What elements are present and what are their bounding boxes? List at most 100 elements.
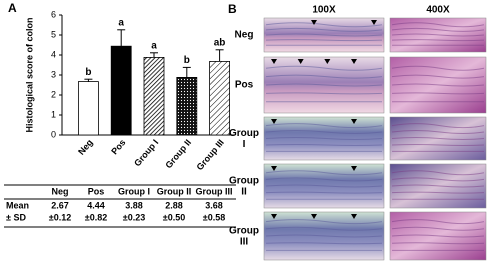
- panel-a: A Histological score of colon 0 1 2 3 4 5 6 Neg…: [8, 1, 235, 172]
- tissue-texture: [265, 143, 383, 146]
- tissue-texture: [265, 65, 383, 71]
- row-label: Group III: [229, 225, 259, 247]
- tissue-texture: [391, 177, 485, 182]
- row-label: Group II: [229, 175, 259, 197]
- y-axis-label: Histological score of colon: [24, 17, 34, 132]
- tissue-texture: [391, 184, 485, 188]
- significance-label: a: [151, 40, 157, 51]
- tissue-texture: [391, 234, 485, 238]
- tissue-texture: [265, 92, 383, 95]
- arrowhead: [324, 59, 331, 64]
- column-header: 100X: [312, 5, 336, 16]
- significance-label: b: [184, 55, 190, 66]
- tissue-texture: [265, 191, 383, 194]
- bar: [209, 61, 231, 136]
- tissue-texture: [391, 92, 485, 95]
- arrowhead: [271, 166, 277, 171]
- arrowhead: [371, 20, 377, 25]
- significance-label: a: [118, 17, 124, 28]
- tissue-texture: [265, 22, 383, 28]
- panel-label: B: [228, 2, 237, 16]
- arrowhead: [311, 20, 317, 25]
- tissue-texture: [265, 184, 383, 188]
- tissue-texture: [391, 130, 485, 135]
- table-cell: 3.88: [125, 200, 143, 210]
- tissue-texture: [265, 137, 383, 140]
- row-label-line: Group: [229, 128, 259, 139]
- x-tick-label: Group II: [163, 137, 193, 170]
- significance-label: b: [85, 67, 91, 78]
- y-tick-label: 5: [51, 29, 56, 39]
- tissue-texture: [391, 65, 485, 71]
- tissue-texture: [265, 219, 383, 225]
- tissue-texture: [391, 143, 485, 146]
- y-tick-label: 4: [51, 49, 56, 59]
- row-label-line: III: [240, 236, 249, 247]
- row-label-line: I: [243, 139, 246, 150]
- row-label-line: Group: [229, 225, 259, 236]
- significance-label: ab: [214, 37, 226, 48]
- tissue-texture: [265, 226, 383, 231]
- table-header: Group I: [118, 186, 150, 196]
- bar: [176, 77, 198, 136]
- table-header: Neg: [51, 186, 68, 196]
- table-cell: ±0.58: [203, 212, 225, 222]
- tissue-texture: [391, 39, 485, 42]
- tissue-texture: [391, 191, 485, 194]
- y-tick-label: 2: [51, 89, 56, 99]
- column-header: 400X: [426, 5, 450, 16]
- table-cell: 2.67: [51, 200, 69, 210]
- tissue-texture: [391, 33, 485, 37]
- tissue-texture: [265, 123, 383, 129]
- table-cell: ±0.12: [49, 212, 71, 222]
- tissue-texture: [391, 123, 485, 129]
- tissue-texture: [265, 83, 383, 87]
- tissue-texture: [391, 226, 485, 231]
- x-tick-label: Group III: [195, 137, 226, 172]
- tissue-texture: [265, 130, 383, 135]
- arrowhead: [351, 166, 357, 171]
- arrowhead: [311, 214, 317, 219]
- tissue-texture: [391, 83, 485, 87]
- y-tick-label: 6: [51, 9, 56, 19]
- tissue-texture: [265, 234, 383, 238]
- tissue-texture: [265, 39, 383, 42]
- arrowhead: [351, 59, 357, 64]
- x-tick-label: Pos: [109, 137, 127, 156]
- x-tick-label: Group I: [132, 137, 160, 168]
- tissue-texture: [265, 242, 383, 245]
- tissue-texture: [391, 170, 485, 176]
- tissue-texture: [391, 74, 485, 79]
- arrowhead: [297, 59, 304, 64]
- table-cell: ±0.82: [85, 212, 107, 222]
- bar: [143, 57, 165, 136]
- tissue-texture: [265, 74, 383, 79]
- y-tick-label: 3: [51, 69, 56, 79]
- tissue-texture: [391, 219, 485, 225]
- row-label: Neg: [235, 30, 254, 41]
- table-cell: ±0.23: [123, 212, 145, 222]
- table-cell: ±0.50: [163, 212, 185, 222]
- bar: [78, 81, 99, 136]
- x-tick-label: Neg: [76, 137, 95, 156]
- tissue-texture: [391, 27, 485, 32]
- tissue-texture: [391, 137, 485, 140]
- row-label-line: II: [241, 186, 247, 197]
- table-cell: 4.44: [87, 200, 105, 210]
- table-cell: 2.88: [165, 200, 183, 210]
- tissue-texture: [265, 177, 383, 182]
- table: Neg Pos Group I Group II Group III Mean ± SD 2.…: [4, 184, 236, 228]
- table-cell: 3.68: [205, 200, 223, 210]
- panel-label: A: [8, 1, 17, 15]
- table-header: Group III: [196, 186, 233, 196]
- tissue-texture: [265, 27, 383, 32]
- tissue-texture: [391, 22, 485, 28]
- arrowhead: [271, 59, 277, 64]
- arrowhead: [271, 119, 277, 124]
- row-label: Pos: [235, 80, 254, 91]
- y-tick-label: 1: [51, 109, 56, 119]
- y-tick-label: 0: [51, 129, 56, 139]
- arrowhead: [271, 214, 277, 219]
